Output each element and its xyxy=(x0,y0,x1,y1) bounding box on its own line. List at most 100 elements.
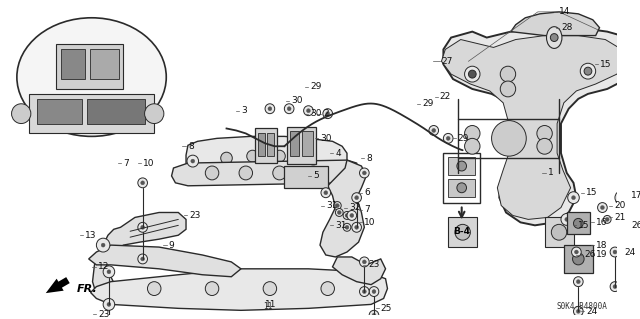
Text: 28: 28 xyxy=(561,23,572,32)
Polygon shape xyxy=(87,99,145,123)
Ellipse shape xyxy=(17,18,166,137)
Text: 16: 16 xyxy=(596,218,607,227)
Circle shape xyxy=(465,66,480,82)
Polygon shape xyxy=(448,218,477,247)
Circle shape xyxy=(321,188,331,198)
Circle shape xyxy=(352,222,362,232)
Circle shape xyxy=(307,166,320,180)
Text: 22: 22 xyxy=(440,93,451,101)
Circle shape xyxy=(537,125,552,141)
Circle shape xyxy=(138,254,147,264)
Text: 29: 29 xyxy=(422,99,433,108)
Text: 30: 30 xyxy=(291,96,303,105)
Circle shape xyxy=(492,121,526,156)
Polygon shape xyxy=(320,160,366,257)
Polygon shape xyxy=(172,160,358,186)
Circle shape xyxy=(618,194,625,202)
Text: 3: 3 xyxy=(241,106,246,115)
Circle shape xyxy=(537,138,552,154)
Circle shape xyxy=(138,222,147,232)
Circle shape xyxy=(550,33,558,41)
Circle shape xyxy=(303,106,313,115)
Circle shape xyxy=(600,205,604,210)
Circle shape xyxy=(12,104,31,123)
Circle shape xyxy=(263,282,276,295)
Circle shape xyxy=(572,247,581,257)
Text: 11: 11 xyxy=(265,300,276,309)
Polygon shape xyxy=(448,157,475,175)
Text: 10: 10 xyxy=(143,159,154,167)
Circle shape xyxy=(360,168,369,178)
Circle shape xyxy=(604,215,611,223)
Circle shape xyxy=(457,161,467,171)
Text: 23: 23 xyxy=(189,211,200,220)
Circle shape xyxy=(273,166,286,180)
Circle shape xyxy=(573,277,583,286)
Circle shape xyxy=(291,164,303,176)
Text: 10: 10 xyxy=(364,218,376,227)
Text: 30: 30 xyxy=(320,134,332,143)
Polygon shape xyxy=(444,28,636,225)
Text: 24: 24 xyxy=(586,307,597,316)
Circle shape xyxy=(573,219,583,228)
Circle shape xyxy=(205,166,219,180)
FancyArrowPatch shape xyxy=(46,277,70,293)
Circle shape xyxy=(573,306,583,316)
Text: 29: 29 xyxy=(458,134,469,143)
Circle shape xyxy=(561,213,573,225)
Text: 26: 26 xyxy=(584,250,595,259)
Text: 24: 24 xyxy=(625,248,636,256)
Ellipse shape xyxy=(547,27,562,48)
Circle shape xyxy=(620,222,629,232)
Circle shape xyxy=(620,196,623,200)
Circle shape xyxy=(360,286,369,296)
Circle shape xyxy=(457,183,467,193)
Text: S0K4-B4800A: S0K4-B4800A xyxy=(556,302,607,311)
Text: 14: 14 xyxy=(559,7,570,16)
Circle shape xyxy=(369,286,379,296)
Text: 9: 9 xyxy=(169,241,175,249)
Circle shape xyxy=(568,192,579,204)
Circle shape xyxy=(191,159,195,163)
Circle shape xyxy=(347,211,356,220)
Circle shape xyxy=(205,282,219,295)
Circle shape xyxy=(615,191,628,204)
Circle shape xyxy=(350,213,354,218)
Circle shape xyxy=(239,166,253,180)
Text: 32: 32 xyxy=(349,203,360,212)
Circle shape xyxy=(573,253,584,265)
Text: 21: 21 xyxy=(614,213,625,222)
Polygon shape xyxy=(567,212,590,234)
Circle shape xyxy=(307,109,310,113)
Text: FR.: FR. xyxy=(77,284,98,293)
Text: 31: 31 xyxy=(326,201,337,210)
Text: 2: 2 xyxy=(323,109,328,118)
Circle shape xyxy=(468,70,476,78)
Text: 6: 6 xyxy=(364,188,370,197)
Circle shape xyxy=(455,224,470,240)
Polygon shape xyxy=(511,12,600,36)
Circle shape xyxy=(345,213,349,218)
Circle shape xyxy=(268,107,272,111)
Text: 23: 23 xyxy=(368,260,380,269)
Text: 13: 13 xyxy=(85,231,97,240)
Circle shape xyxy=(343,223,351,231)
Circle shape xyxy=(274,150,285,162)
Circle shape xyxy=(369,310,379,319)
Circle shape xyxy=(333,202,341,210)
Circle shape xyxy=(101,243,105,247)
Circle shape xyxy=(326,112,330,115)
Circle shape xyxy=(145,104,164,123)
Text: 29: 29 xyxy=(310,83,322,92)
Circle shape xyxy=(138,178,147,188)
Circle shape xyxy=(345,225,349,229)
Polygon shape xyxy=(259,133,265,156)
Circle shape xyxy=(580,63,596,79)
Circle shape xyxy=(107,302,111,306)
Circle shape xyxy=(577,309,580,313)
Circle shape xyxy=(465,138,480,154)
Circle shape xyxy=(446,137,450,140)
Polygon shape xyxy=(255,129,276,163)
Circle shape xyxy=(613,285,617,289)
Circle shape xyxy=(610,282,620,292)
